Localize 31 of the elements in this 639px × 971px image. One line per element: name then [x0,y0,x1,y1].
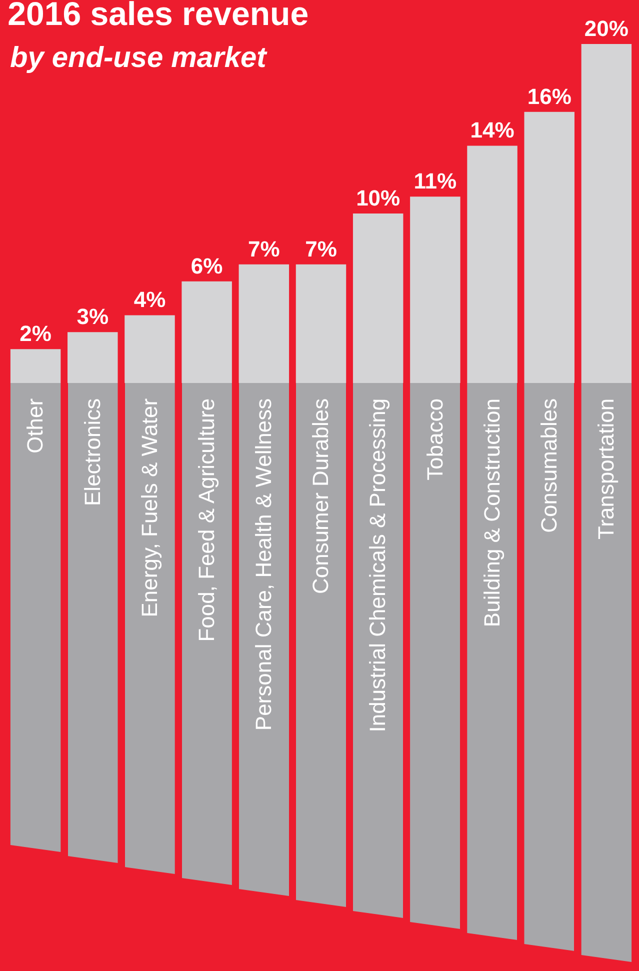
data-label: 6% [190,253,223,278]
bar [124,315,175,383]
bar [238,264,290,383]
x-tick-label: Consumables [536,398,562,533]
bar [182,281,232,383]
data-label: 2% [20,321,52,346]
data-label: 20% [584,16,628,42]
bar [296,264,346,383]
x-tick-label: Consumer Durables [308,398,334,594]
x-tick-label: Electronics [80,398,105,506]
data-label: 16% [527,84,572,109]
x-tick-label: Building & Construction [479,398,504,628]
x-tick-label: Other [22,398,48,454]
data-label: 11% [414,168,457,194]
x-tick-label: Transportation [594,398,619,540]
data-label: 14% [470,118,514,143]
bar [352,214,404,383]
data-label: 3% [76,304,109,330]
chart-title: 2016 sales revenue [8,0,309,32]
chart-subtitle: by end-use market [10,42,268,74]
data-label: 7% [248,236,280,262]
data-label: 10% [356,186,400,211]
x-tick-label: Energy, Fuels & Water [136,398,162,618]
x-tick-label: Industrial Chemicals & Processing [365,398,390,732]
bar [68,332,118,383]
data-label: 4% [134,287,166,312]
bar [10,349,61,383]
x-tick-label: Personal Care, Health & Wellness [251,398,276,731]
x-tick-label: Tobacco [422,398,448,480]
x-tick-label: Food, Feed & Agriculture [194,398,219,642]
data-label: 7% [305,236,337,262]
